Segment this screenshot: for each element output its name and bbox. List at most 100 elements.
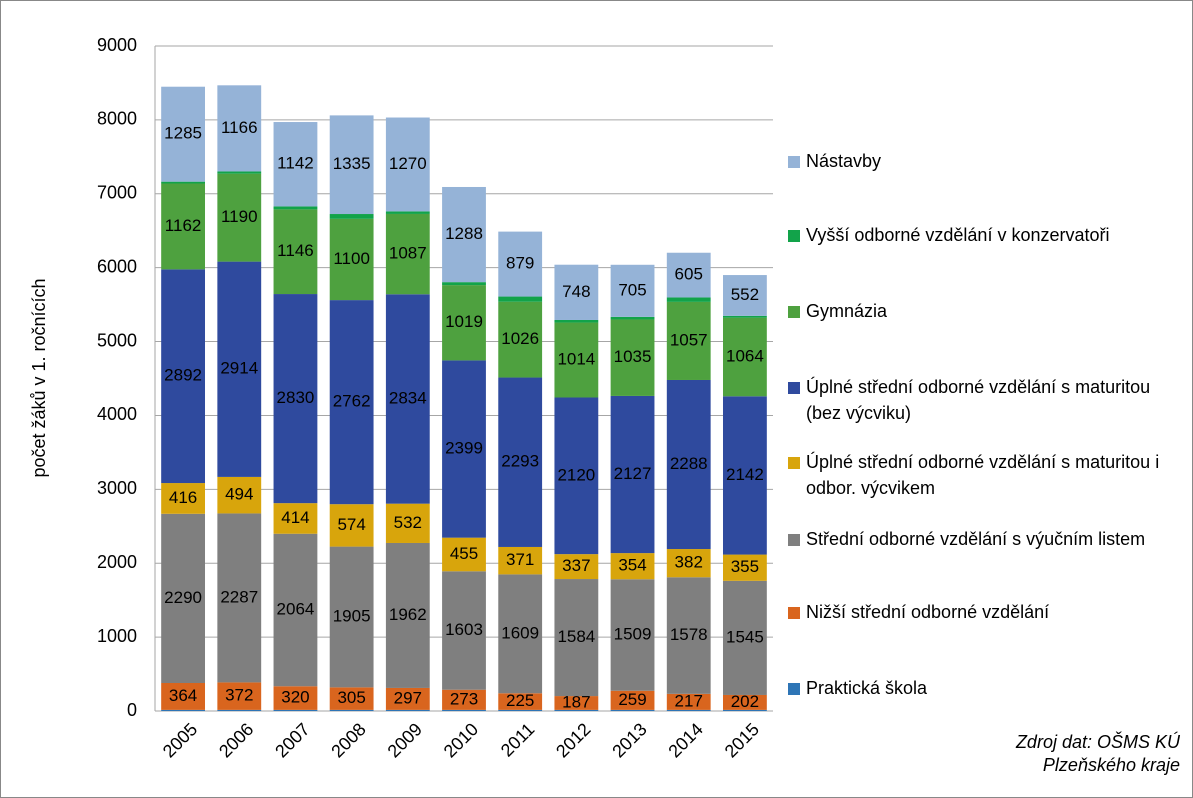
y-tick-label: 6000 [97,256,137,276]
data-label: 364 [169,686,197,705]
bar-segment [217,173,262,262]
y-tick-label: 2000 [97,552,137,572]
bar-segment [385,213,430,295]
legend-line: Gymnázia [806,301,888,321]
bar-segment [217,261,262,477]
bar-segment [554,397,599,555]
data-label: 2290 [164,588,202,607]
data-label: 2142 [726,465,764,484]
bar-segment [610,264,655,317]
data-label: 1962 [389,605,427,624]
data-label: 705 [618,280,646,299]
data-label: 259 [618,690,646,709]
legend-label: Nižší střední odborné vzdělání [806,602,1049,622]
data-label: 354 [618,556,646,575]
y-tick-label: 0 [127,700,137,720]
bar-segment [666,577,711,694]
bar-segment [610,395,655,554]
bar-segment [666,693,711,710]
data-label: 1603 [445,620,483,639]
bar-segment [273,209,318,295]
legend-swatch [788,156,800,168]
legend-swatch [788,607,800,619]
bar-segment [385,687,430,710]
bar-segment [666,379,711,550]
data-label: 337 [562,556,590,575]
bar-segment [666,709,711,711]
data-label: 1142 [277,154,314,173]
data-label: 2120 [557,465,595,484]
bar-segment [385,211,430,214]
bar-segment [554,696,599,710]
data-label: 320 [281,688,309,707]
bar-segment [442,689,486,710]
bar-segment [385,709,430,711]
bar-segment [554,264,599,320]
y-tick-label: 4000 [97,404,137,424]
bar-segment [610,579,655,691]
legend-line: Nástavby [806,151,881,171]
legend-label: Gymnázia [806,301,888,321]
bar-segment [273,294,318,504]
data-label: 297 [394,688,422,707]
bar-segment [161,483,206,514]
bar-segment [610,690,655,710]
bar-segment [554,554,599,580]
data-label: 2293 [501,452,539,471]
legend-line: (bez výcviku) [806,403,911,423]
data-label: 225 [506,691,534,710]
bar-segment [722,709,767,711]
data-label: 187 [562,692,590,711]
data-label: 879 [506,254,534,273]
data-label: 382 [675,553,703,572]
data-label: 217 [675,691,703,710]
bar-segment [666,549,711,578]
bar-segment [666,297,711,302]
data-label: 1035 [614,347,652,366]
y-axis-label: počet žáků v 1. ročnících [29,278,49,477]
legend-label: Střední odborné vzdělání s výučním liste… [806,529,1145,549]
legend-swatch [788,457,800,469]
bar-segment [498,709,543,711]
bar-segment [554,322,599,398]
data-label: 372 [225,686,253,705]
bar-segment [554,579,599,697]
bar-segment [385,542,430,688]
bar-segment [498,574,543,694]
legend-swatch [788,306,800,318]
legend-swatch [788,230,800,242]
bar-segment [161,181,206,184]
data-label: 1026 [501,329,539,348]
data-label: 355 [731,557,759,576]
data-label: 2064 [277,599,315,618]
y-tick-label: 9000 [97,35,137,55]
bar-segment [610,316,655,320]
data-label: 1190 [221,207,258,226]
bar-segment [161,682,206,710]
legend-line: Úplné střední odborné vzdělání s maturit… [806,376,1150,397]
legend-label: Úplné střední odborné vzdělání s maturit… [806,376,1150,423]
bar-segment [273,709,318,711]
data-label: 1087 [389,244,427,263]
bar-segment [442,282,486,286]
data-label: 2288 [670,454,708,473]
bar-segment [722,396,767,555]
data-label: 416 [169,488,197,507]
bar-segment [498,693,543,710]
data-label: 1584 [557,627,595,646]
data-label: 1609 [501,623,539,642]
data-label: 1064 [726,346,764,365]
data-label: 574 [337,515,365,534]
legend-line: Praktická škola [806,678,928,698]
data-label: 273 [450,689,478,708]
bar-segment [722,317,767,397]
legend-label: Úplné střední odborné vzdělání s maturit… [806,451,1159,498]
bar-segment [442,360,486,538]
data-label: 305 [337,688,365,707]
bar-segment [554,709,599,711]
data-label: 494 [225,485,253,504]
data-label: 1509 [614,624,652,643]
bar-segment [329,709,374,711]
data-label: 1905 [333,606,371,625]
bar-segment [273,533,318,687]
